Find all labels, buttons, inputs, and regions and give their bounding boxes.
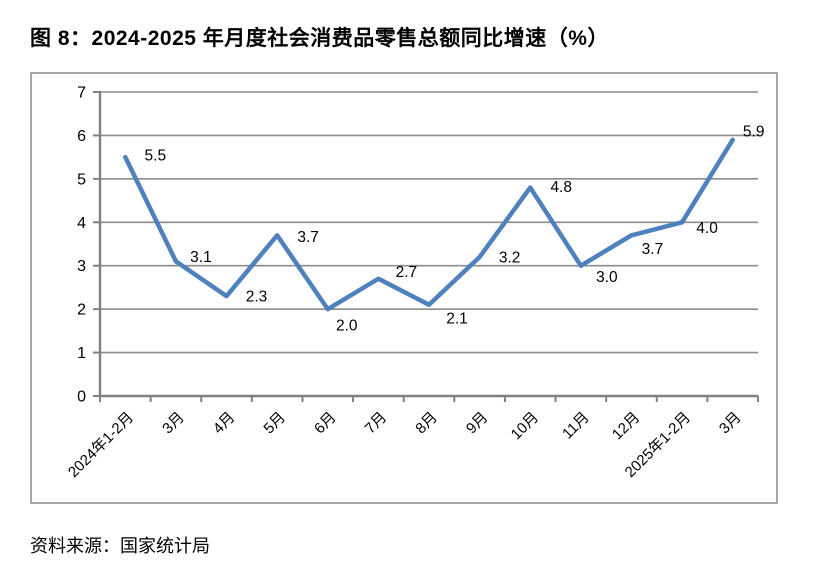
axes (93, 91, 759, 402)
x-tick-label: 6月 (311, 409, 340, 438)
x-tick-label: 3月 (716, 409, 745, 438)
y-axis-labels: 0 1 2 3 4 5 6 7 (77, 85, 86, 406)
y-tick-label: 6 (77, 128, 86, 145)
chart-frame: 0 1 2 3 4 5 6 7 2024年1-2月 3月 4月 5月 6月 7月 8月 9月 10月 11月 12… (30, 72, 778, 504)
data-label: 3.1 (190, 249, 212, 266)
x-tick-label: 4月 (210, 409, 239, 438)
x-axis-labels: 2024年1-2月 3月 4月 5月 6月 7月 8月 9月 10月 11月 12月2025年1-2… (65, 409, 745, 481)
x-tick-label: 3月 (159, 409, 188, 438)
y-tick-label: 7 (77, 85, 86, 102)
data-label: 2.0 (336, 318, 358, 335)
series-line (123, 137, 735, 312)
data-label: 3.0 (596, 269, 618, 286)
x-tick-label: 2024年1-2月 (65, 409, 137, 481)
data-label: 2.1 (446, 310, 468, 327)
data-label: 5.9 (743, 123, 765, 140)
data-label: 2.3 (246, 289, 268, 306)
x-tick-label: 5月 (260, 409, 289, 438)
data-label: 2.7 (396, 264, 418, 281)
data-label: 4.8 (550, 179, 572, 196)
gridlines (100, 91, 758, 354)
source-note: 资料来源：国家统计局 (30, 536, 210, 556)
x-tick-label: 10月 (508, 409, 542, 443)
x-tick-label: 7月 (362, 409, 391, 438)
y-tick-label: 0 (77, 389, 86, 406)
x-tick-label: 9月 (463, 409, 492, 438)
data-label: 3.7 (297, 229, 319, 246)
y-tick-label: 3 (77, 258, 86, 275)
y-tick-label: 5 (77, 171, 86, 188)
data-label: 3.7 (642, 241, 664, 258)
x-tick-label: 12月 (609, 409, 643, 443)
data-labels: 5.5 3.1 2.3 3.7 2.0 2.7 2.1 3.2 4.8 3.0 3.7 4.0 5.9 (145, 123, 765, 334)
data-label: 4.0 (696, 220, 718, 237)
x-tick-label: 11月 (559, 409, 593, 443)
y-tick-label: 1 (77, 345, 86, 362)
y-tick-label: 2 (77, 302, 86, 319)
y-tick-label: 4 (77, 215, 86, 232)
chart-title: 图 8：2024-2025 年月度社会消费品零售总额同比增速（%） (30, 27, 609, 50)
x-tick-label: 8月 (412, 409, 441, 438)
series-polyline (123, 137, 735, 312)
data-label: 5.5 (145, 148, 167, 165)
data-label: 3.2 (499, 250, 521, 267)
